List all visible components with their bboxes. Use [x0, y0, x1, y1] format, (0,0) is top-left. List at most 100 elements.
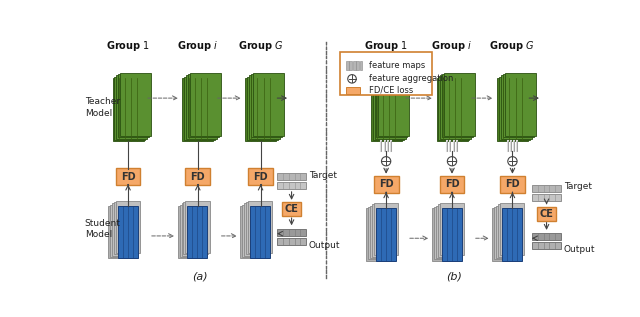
Circle shape — [508, 157, 517, 166]
Bar — [496, 205, 520, 258]
Bar — [249, 75, 280, 139]
Bar — [505, 73, 536, 136]
Text: Output: Output — [564, 245, 595, 254]
Bar — [436, 78, 467, 141]
Bar — [349, 61, 352, 70]
Text: FD: FD — [445, 179, 460, 189]
Bar — [372, 77, 404, 140]
Bar — [114, 202, 138, 254]
Bar — [186, 201, 209, 253]
Bar — [434, 207, 458, 259]
Bar — [353, 61, 355, 70]
Bar — [532, 194, 561, 201]
Text: Student
Model: Student Model — [84, 219, 120, 239]
Bar — [346, 87, 360, 94]
Text: Target: Target — [308, 171, 337, 180]
Text: FD: FD — [191, 171, 205, 182]
Bar — [501, 75, 532, 139]
FancyBboxPatch shape — [186, 168, 210, 185]
Bar — [442, 74, 474, 137]
Bar — [188, 74, 219, 137]
Bar — [370, 205, 394, 258]
Bar — [277, 238, 307, 245]
FancyBboxPatch shape — [248, 168, 273, 185]
Bar — [184, 77, 215, 140]
Text: FD/CE loss: FD/CE loss — [369, 86, 413, 95]
Bar — [442, 208, 461, 261]
Bar — [366, 208, 390, 261]
Bar — [502, 208, 522, 261]
Bar — [492, 208, 516, 261]
Bar — [376, 74, 408, 137]
Bar — [113, 78, 143, 141]
Bar — [188, 206, 207, 258]
Bar — [190, 73, 221, 136]
Bar — [248, 201, 273, 253]
Bar — [378, 73, 410, 136]
Bar — [436, 205, 460, 258]
Bar — [245, 78, 276, 141]
Text: CE: CE — [285, 204, 298, 214]
Bar — [494, 207, 518, 259]
Bar — [503, 74, 534, 137]
Bar — [180, 204, 204, 257]
Text: Group $\mathit{G}$: Group $\mathit{G}$ — [237, 39, 284, 53]
Circle shape — [447, 157, 457, 166]
Bar — [186, 75, 217, 139]
FancyBboxPatch shape — [440, 176, 465, 193]
Bar — [498, 204, 522, 256]
Bar — [250, 206, 270, 258]
Bar — [374, 203, 398, 255]
Bar — [371, 78, 402, 141]
Circle shape — [381, 157, 391, 166]
Text: (b): (b) — [446, 272, 462, 282]
Text: feature aggregation: feature aggregation — [369, 74, 454, 83]
Text: Group $\mathit{1}$: Group $\mathit{1}$ — [106, 39, 150, 53]
Bar — [118, 206, 138, 258]
Text: Group $\mathit{G}$: Group $\mathit{G}$ — [490, 39, 536, 53]
Bar — [241, 206, 264, 258]
FancyBboxPatch shape — [116, 168, 140, 185]
Bar — [277, 173, 307, 180]
Bar — [532, 185, 561, 192]
Text: CE: CE — [540, 209, 554, 219]
Text: Group $\mathit{1}$: Group $\mathit{1}$ — [364, 39, 408, 53]
Bar — [440, 203, 464, 255]
Bar — [532, 233, 561, 240]
FancyBboxPatch shape — [374, 176, 399, 193]
Bar — [438, 204, 462, 256]
Bar — [440, 75, 472, 139]
Bar — [432, 208, 456, 261]
Bar — [346, 61, 349, 70]
Bar — [182, 203, 205, 256]
Bar — [500, 203, 524, 255]
Bar — [499, 77, 530, 140]
Bar — [360, 61, 362, 70]
Bar — [115, 77, 145, 140]
FancyBboxPatch shape — [500, 176, 525, 193]
FancyBboxPatch shape — [340, 52, 432, 95]
Bar — [120, 73, 151, 136]
Text: FD: FD — [505, 179, 520, 189]
Bar — [497, 78, 528, 141]
Text: (a): (a) — [192, 272, 208, 282]
Bar — [243, 204, 266, 257]
FancyBboxPatch shape — [537, 207, 556, 221]
Text: Teacher
Model: Teacher Model — [84, 97, 120, 118]
Bar — [116, 201, 140, 253]
Text: Target: Target — [564, 182, 591, 191]
Bar — [372, 204, 396, 256]
Text: Output: Output — [308, 241, 340, 250]
Bar — [112, 203, 136, 256]
Bar — [277, 182, 307, 189]
Bar — [368, 207, 392, 259]
Text: Group $\mathit{i}$: Group $\mathit{i}$ — [431, 39, 473, 53]
Text: FD: FD — [121, 171, 136, 182]
Bar — [444, 73, 476, 136]
Bar — [277, 229, 307, 236]
Text: feature maps: feature maps — [369, 61, 426, 70]
Bar — [184, 202, 207, 254]
FancyBboxPatch shape — [282, 202, 301, 216]
Bar — [356, 61, 359, 70]
Bar — [108, 206, 132, 258]
